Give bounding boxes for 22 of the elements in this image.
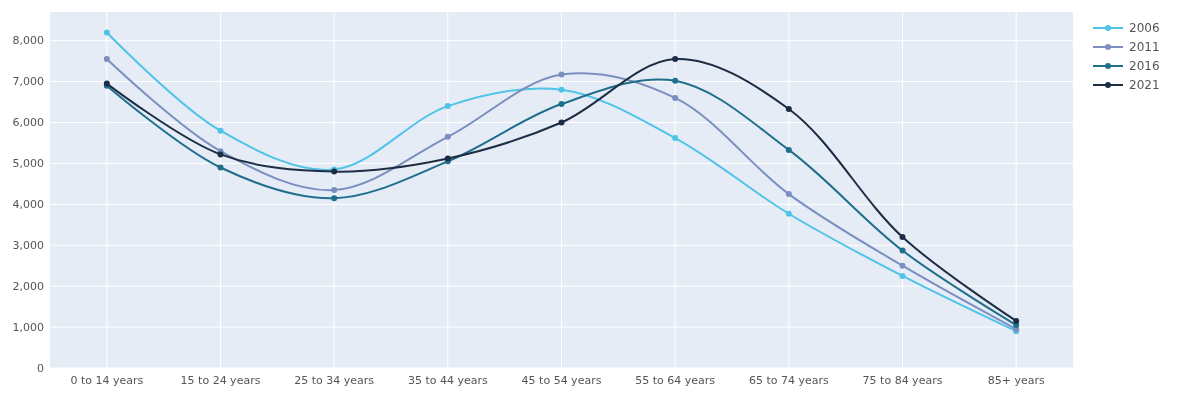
legend-label: 2006 [1129, 21, 1160, 36]
x-tick-label: 0 to 14 years [70, 374, 144, 387]
x-tick-label: 45 to 54 years [521, 374, 602, 387]
x-tick-label: 75 to 84 years [862, 374, 943, 387]
x-tick-label: 65 to 74 years [748, 374, 829, 387]
x-tick-label: 85+ years [987, 374, 1045, 387]
y-tick-label: 0 [37, 361, 44, 375]
y-tick-label: 6,000 [12, 116, 44, 130]
y-tick-label: 5,000 [12, 157, 44, 171]
x-tick-label: 35 to 44 years [407, 374, 488, 387]
y-tick-label: 3,000 [12, 239, 44, 253]
legend-label: 2016 [1129, 59, 1160, 74]
y-tick-label: 8,000 [12, 34, 44, 48]
y-tick-label: 2,000 [12, 280, 44, 294]
legend-label: 2011 [1129, 40, 1160, 55]
y-tick-label: 7,000 [12, 75, 44, 89]
x-tick-label: 15 to 24 years [180, 374, 261, 387]
x-tick-label: 55 to 64 years [635, 374, 716, 387]
legend-label: 2021 [1129, 78, 1160, 93]
x-tick-label: 25 to 34 years [294, 374, 375, 387]
y-tick-label: 4,000 [12, 198, 44, 212]
y-tick-label: 1,000 [12, 320, 44, 334]
